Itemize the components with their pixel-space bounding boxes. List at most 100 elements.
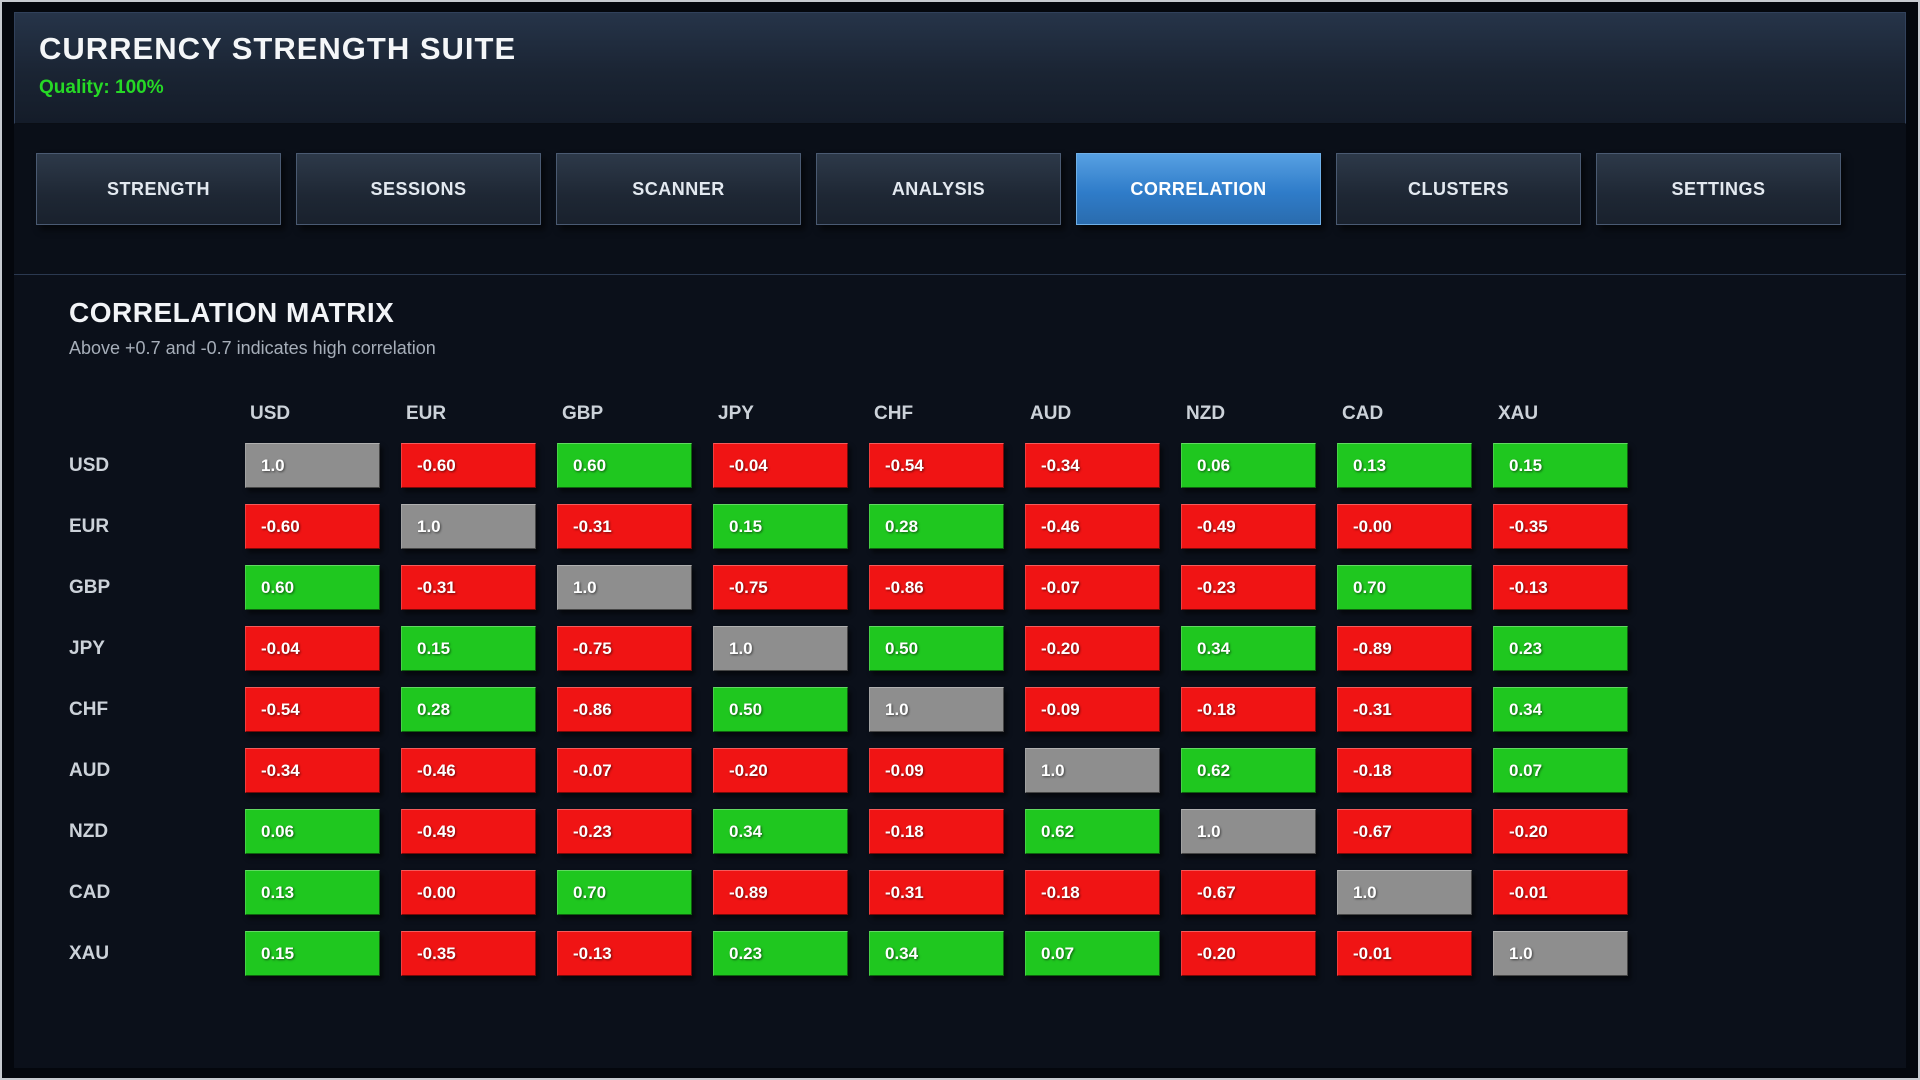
matrix-cell-aud-aud: 1.0 (1025, 748, 1160, 793)
matrix-cell-gbp-eur: -0.31 (401, 565, 536, 610)
matrix-cell-chf-usd: -0.54 (245, 687, 380, 732)
matrix-cell-aud-gbp: -0.07 (557, 748, 692, 793)
matrix-cell-chf-xau: 0.34 (1493, 687, 1628, 732)
matrix-cell-nzd-xau: -0.20 (1493, 809, 1628, 854)
matrix-cell-nzd-cad: -0.67 (1337, 809, 1472, 854)
matrix-cell-usd-jpy: -0.04 (713, 443, 848, 488)
matrix-cell-aud-chf: -0.09 (869, 748, 1004, 793)
panel-title: CORRELATION MATRIX (69, 297, 395, 328)
tab-sessions[interactable]: SESSIONS (296, 153, 541, 225)
matrix-cell-gbp-jpy: -0.75 (713, 565, 848, 610)
matrix-cell-xau-xau: 1.0 (1493, 931, 1628, 976)
correlation-matrix: USD EUR GBP JPY CHF AUD NZD CAD XAU USD 1.0 -0.60 0.… (69, 403, 1906, 976)
column-header-jpy: JPY (718, 403, 754, 424)
matrix-cell-cad-nzd: -0.67 (1181, 870, 1316, 915)
matrix-corner (69, 403, 224, 427)
row-label-cad: CAD (69, 881, 111, 903)
matrix-cell-gbp-gbp: 1.0 (557, 565, 692, 610)
matrix-cell-xau-chf: 0.34 (869, 931, 1004, 976)
row-label-nzd: NZD (69, 820, 109, 842)
matrix-cell-xau-cad: -0.01 (1337, 931, 1472, 976)
matrix-cell-nzd-gbp: -0.23 (557, 809, 692, 854)
matrix-cell-xau-eur: -0.35 (401, 931, 536, 976)
matrix-cell-gbp-chf: -0.86 (869, 565, 1004, 610)
matrix-cell-aud-xau: 0.07 (1493, 748, 1628, 793)
matrix-cell-xau-jpy: 0.23 (713, 931, 848, 976)
matrix-cell-jpy-aud: -0.20 (1025, 626, 1160, 671)
row-label-xau: XAU (69, 942, 110, 964)
matrix-cell-jpy-nzd: 0.34 (1181, 626, 1316, 671)
matrix-cell-chf-aud: -0.09 (1025, 687, 1160, 732)
matrix-cell-jpy-gbp: -0.75 (557, 626, 692, 671)
column-header-gbp: GBP (562, 403, 604, 424)
matrix-cell-aud-nzd: 0.62 (1181, 748, 1316, 793)
quality-indicator: Quality: 100% (39, 77, 164, 98)
app-header: CURRENCY STRENGTH SUITE Quality: 100% (14, 12, 1906, 124)
matrix-cell-eur-nzd: -0.49 (1181, 504, 1316, 549)
matrix-cell-jpy-cad: -0.89 (1337, 626, 1472, 671)
matrix-cell-xau-gbp: -0.13 (557, 931, 692, 976)
matrix-cell-chf-eur: 0.28 (401, 687, 536, 732)
column-header-chf: CHF (874, 403, 914, 424)
correlation-panel: CORRELATION MATRIX Above +0.7 and -0.7 i… (14, 274, 1906, 1068)
matrix-cell-nzd-chf: -0.18 (869, 809, 1004, 854)
tab-clusters[interactable]: CLUSTERS (1336, 153, 1581, 225)
matrix-cell-usd-nzd: 0.06 (1181, 443, 1316, 488)
matrix-cell-aud-eur: -0.46 (401, 748, 536, 793)
matrix-cell-eur-gbp: -0.31 (557, 504, 692, 549)
row-label-jpy: JPY (69, 637, 105, 659)
matrix-cell-eur-chf: 0.28 (869, 504, 1004, 549)
matrix-cell-eur-cad: -0.00 (1337, 504, 1472, 549)
column-header-nzd: NZD (1186, 403, 1226, 424)
matrix-cell-chf-chf: 1.0 (869, 687, 1004, 732)
row-label-usd: USD (69, 454, 110, 476)
matrix-cell-jpy-chf: 0.50 (869, 626, 1004, 671)
matrix-cell-gbp-usd: 0.60 (245, 565, 380, 610)
tab-bar: STRENGTH SESSIONS SCANNER ANALYSIS CORRELATI… (14, 124, 1906, 274)
matrix-cell-usd-aud: -0.34 (1025, 443, 1160, 488)
matrix-cell-nzd-nzd: 1.0 (1181, 809, 1316, 854)
row-label-gbp: GBP (69, 576, 111, 598)
matrix-cell-chf-gbp: -0.86 (557, 687, 692, 732)
matrix-cell-nzd-eur: -0.49 (401, 809, 536, 854)
matrix-cell-aud-cad: -0.18 (1337, 748, 1472, 793)
matrix-cell-cad-eur: -0.00 (401, 870, 536, 915)
matrix-cell-cad-jpy: -0.89 (713, 870, 848, 915)
column-header-aud: AUD (1030, 403, 1072, 424)
tab-strength[interactable]: STRENGTH (36, 153, 281, 225)
matrix-cell-cad-chf: -0.31 (869, 870, 1004, 915)
matrix-cell-cad-xau: -0.01 (1493, 870, 1628, 915)
matrix-cell-eur-xau: -0.35 (1493, 504, 1628, 549)
matrix-cell-aud-jpy: -0.20 (713, 748, 848, 793)
column-header-usd: USD (250, 403, 291, 424)
matrix-cell-eur-eur: 1.0 (401, 504, 536, 549)
row-label-eur: EUR (69, 515, 110, 537)
matrix-cell-usd-xau: 0.15 (1493, 443, 1628, 488)
matrix-cell-usd-eur: -0.60 (401, 443, 536, 488)
matrix-cell-usd-usd: 1.0 (245, 443, 380, 488)
matrix-cell-chf-cad: -0.31 (1337, 687, 1472, 732)
row-label-aud: AUD (69, 759, 111, 781)
matrix-cell-cad-gbp: 0.70 (557, 870, 692, 915)
matrix-cell-cad-usd: 0.13 (245, 870, 380, 915)
matrix-cell-nzd-aud: 0.62 (1025, 809, 1160, 854)
matrix-cell-eur-aud: -0.46 (1025, 504, 1160, 549)
matrix-cell-eur-jpy: 0.15 (713, 504, 848, 549)
matrix-cell-usd-chf: -0.54 (869, 443, 1004, 488)
tab-settings[interactable]: SETTINGS (1596, 153, 1841, 225)
tab-scanner[interactable]: SCANNER (556, 153, 801, 225)
tab-analysis[interactable]: ANALYSIS (816, 153, 1061, 225)
matrix-cell-xau-aud: 0.07 (1025, 931, 1160, 976)
matrix-cell-jpy-usd: -0.04 (245, 626, 380, 671)
column-header-eur: EUR (406, 403, 447, 424)
column-header-cad: CAD (1342, 403, 1384, 424)
matrix-cell-eur-usd: -0.60 (245, 504, 380, 549)
matrix-cell-chf-nzd: -0.18 (1181, 687, 1316, 732)
matrix-cell-jpy-eur: 0.15 (401, 626, 536, 671)
matrix-cell-gbp-xau: -0.13 (1493, 565, 1628, 610)
matrix-cell-nzd-jpy: 0.34 (713, 809, 848, 854)
tab-correlation[interactable]: CORRELATION (1076, 153, 1321, 225)
matrix-cell-gbp-cad: 0.70 (1337, 565, 1472, 610)
matrix-cell-aud-usd: -0.34 (245, 748, 380, 793)
panel-subtitle: Above +0.7 and -0.7 indicates high corre… (69, 338, 436, 358)
